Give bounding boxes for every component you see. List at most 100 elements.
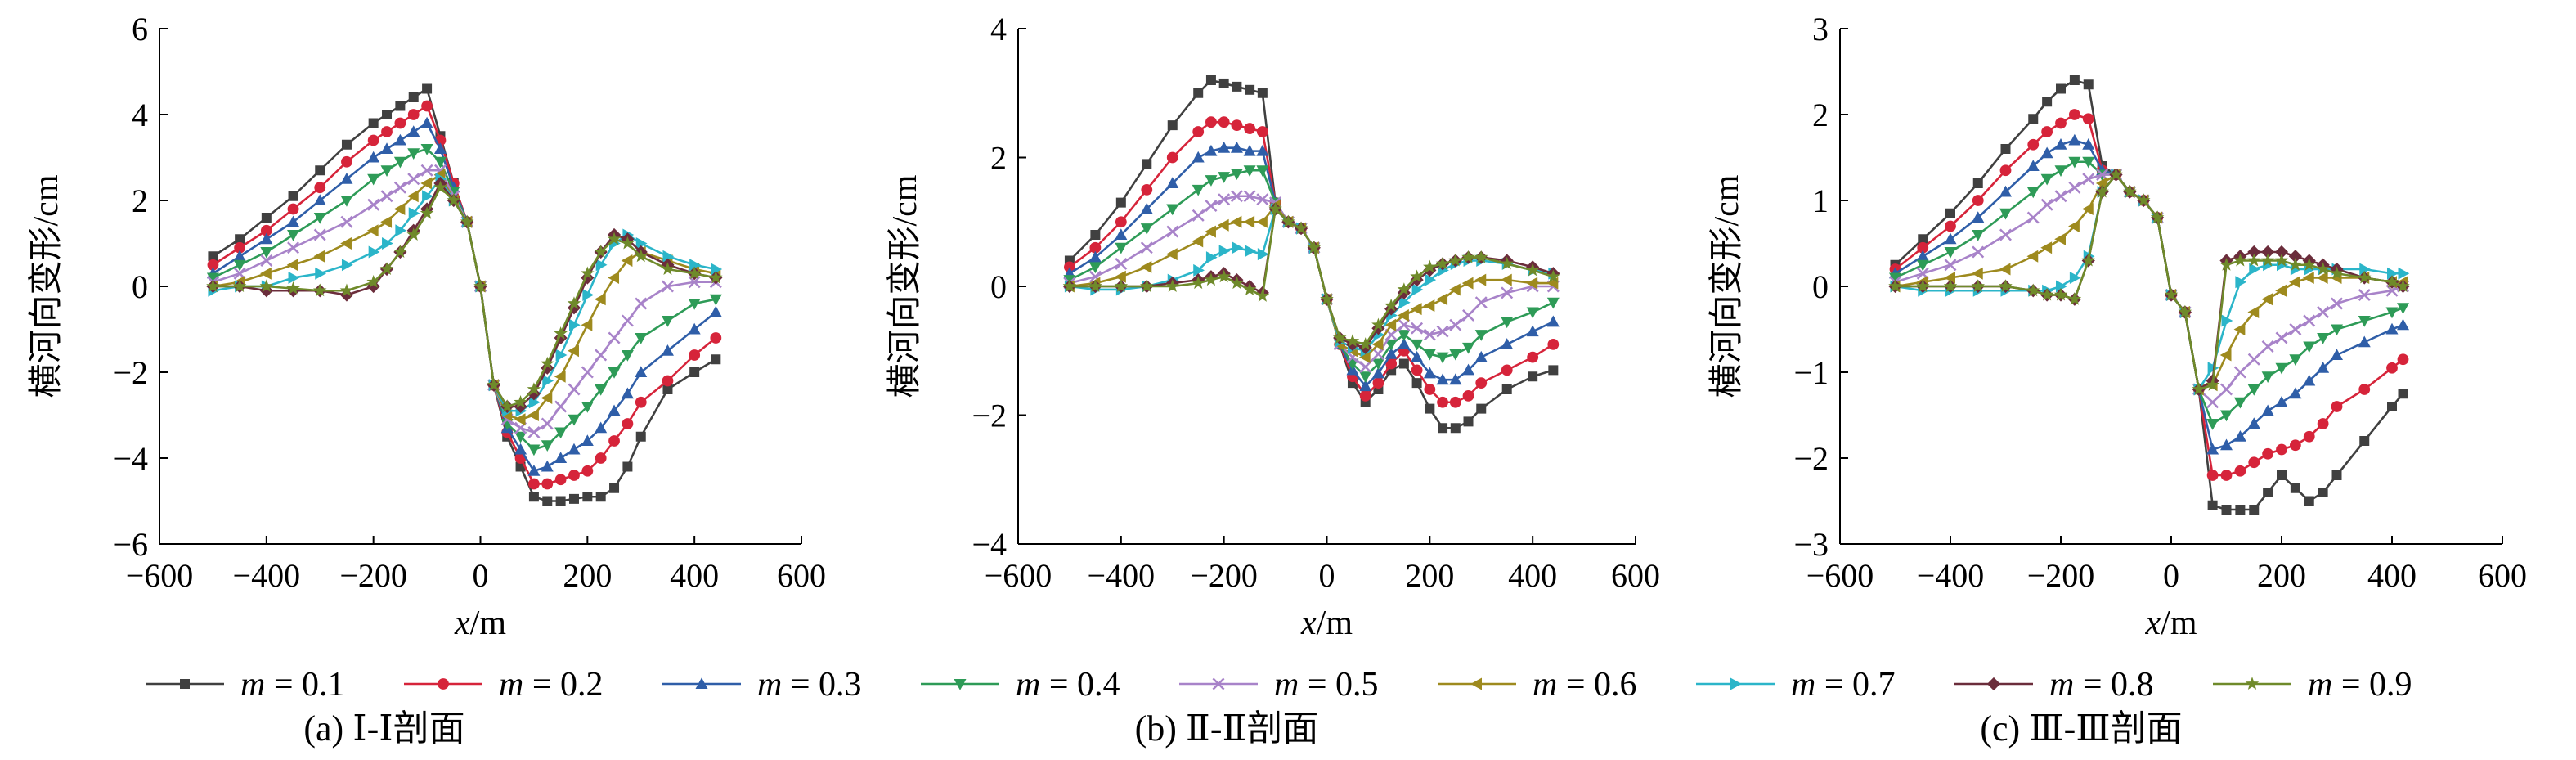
legend-value: = 0.7 [1815, 666, 1895, 704]
x-axis-unit: /m [1317, 605, 1353, 642]
data-point [527, 409, 539, 421]
data-point [2248, 456, 2260, 469]
x-axis-unit: /m [470, 605, 507, 642]
data-point [1205, 144, 1218, 156]
data-point [312, 283, 327, 297]
series-5 [206, 164, 722, 438]
y-tick-label: 4 [990, 11, 1007, 47]
y-tick-label: −4 [113, 440, 148, 477]
data-point [1410, 269, 1424, 283]
data-point [1192, 209, 1205, 222]
data-point [2082, 137, 2095, 150]
legend-entry-4: m = 0.4 [921, 666, 1120, 704]
data-point [1243, 165, 1256, 178]
data-point [1944, 272, 1955, 284]
data-point [2026, 250, 2039, 263]
data-point [1436, 325, 1449, 338]
data-point [1193, 263, 1205, 277]
data-point [2069, 272, 2081, 284]
x-tick-label: 0 [473, 557, 489, 594]
data-point [393, 203, 406, 215]
data-point [2261, 371, 2274, 384]
data-point [2192, 382, 2206, 396]
data-point [1244, 123, 1256, 134]
data-point [367, 134, 379, 146]
data-point [406, 227, 420, 241]
data-point [1243, 215, 1255, 228]
data-point [1166, 177, 1179, 188]
data-point [554, 400, 568, 413]
data-point [407, 109, 420, 120]
data-point [260, 224, 272, 236]
data-point [1972, 211, 1985, 223]
data-point [2397, 353, 2409, 366]
series-3 [206, 116, 722, 476]
data-point [2330, 266, 2344, 280]
data-point [635, 237, 648, 250]
data-point [1384, 318, 1397, 331]
legend-value: = 0.3 [782, 666, 861, 704]
data-point [527, 387, 541, 401]
x-tick-label: −600 [985, 557, 1052, 594]
data-point [1255, 289, 1270, 302]
data-point [661, 280, 674, 293]
data-point [2026, 283, 2040, 297]
data-point [393, 245, 407, 259]
data-point [582, 492, 593, 502]
data-point [407, 125, 420, 137]
data-point [1917, 241, 1929, 254]
data-point [528, 396, 541, 409]
data-point [2387, 402, 2397, 411]
legend-label: m = 0.5 [1274, 666, 1379, 704]
data-point [1230, 190, 1243, 203]
series-6 [206, 169, 721, 426]
data-point [541, 417, 554, 430]
data-point [2262, 447, 2274, 460]
data-point [609, 483, 620, 493]
data-point [1971, 267, 1983, 280]
data-point [1547, 338, 1560, 350]
data-point [527, 444, 541, 456]
data-point [1461, 250, 1475, 263]
legend-value: = 0.8 [2074, 666, 2153, 704]
data-point [1528, 371, 1538, 382]
data-point [2081, 203, 2094, 215]
data-point [1205, 116, 1217, 128]
data-point [2318, 488, 2328, 497]
data-point [1359, 380, 1372, 392]
data-point [420, 164, 433, 177]
data-point [407, 148, 420, 160]
data-point [608, 367, 621, 379]
data-point [554, 474, 567, 486]
data-point [635, 396, 647, 408]
data-point [608, 435, 620, 447]
data-point [1230, 141, 1243, 153]
x-axis-variable: x [454, 605, 470, 642]
data-point [1243, 144, 1256, 156]
x-tick-label: 200 [2257, 557, 2306, 594]
x-tick-label: 200 [1405, 557, 1454, 594]
legend-marker [2245, 677, 2260, 690]
data-point [340, 172, 353, 184]
data-point [2150, 210, 2165, 224]
data-point [340, 237, 352, 250]
data-point [2220, 383, 2233, 396]
panel-caption: (b) Ⅱ-Ⅱ剖面 [1135, 708, 1319, 749]
data-point [1115, 257, 1128, 270]
data-point [581, 266, 595, 280]
data-point [689, 259, 701, 272]
legend-value: = 0.4 [1040, 666, 1120, 704]
data-point [1527, 351, 1539, 363]
data-point [1115, 270, 1126, 283]
data-point [595, 452, 607, 464]
data-point [1217, 269, 1231, 283]
data-point [1218, 141, 1231, 153]
data-point [1140, 202, 1153, 214]
series-1 [1890, 75, 2408, 515]
legend-entry-1: m = 0.1 [146, 666, 345, 704]
data-point [380, 215, 393, 228]
x-tick-label: 400 [1508, 557, 1557, 594]
data-point [1192, 184, 1205, 196]
data-point [233, 250, 246, 262]
data-point [1450, 423, 1461, 434]
